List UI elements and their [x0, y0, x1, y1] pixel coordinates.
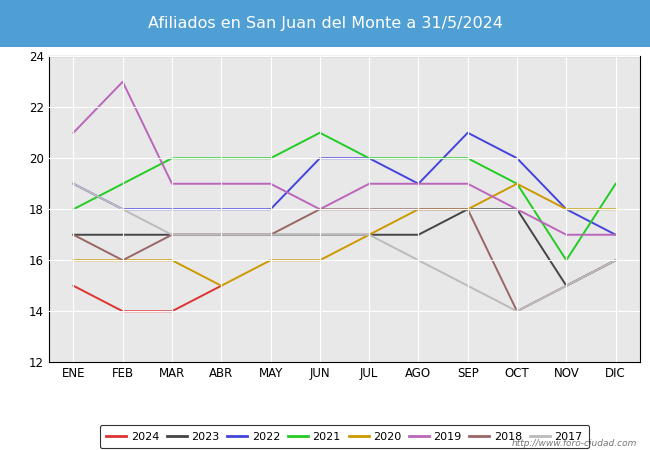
- Legend: 2024, 2023, 2022, 2021, 2020, 2019, 2018, 2017: 2024, 2023, 2022, 2021, 2020, 2019, 2018…: [99, 425, 590, 449]
- Text: http://www.foro-ciudad.com: http://www.foro-ciudad.com: [512, 439, 637, 448]
- Text: Afiliados en San Juan del Monte a 31/5/2024: Afiliados en San Juan del Monte a 31/5/2…: [148, 16, 502, 31]
